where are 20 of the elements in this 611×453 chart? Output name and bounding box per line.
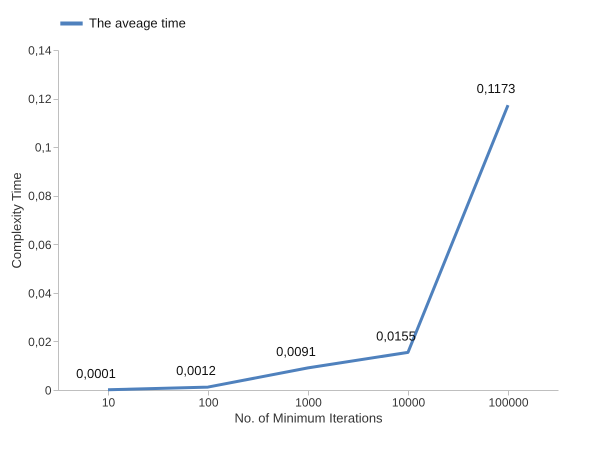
x-tick-label: 1000 xyxy=(295,396,322,410)
x-tick-label: 100000 xyxy=(488,396,529,410)
y-axis-title: Complexity Time xyxy=(9,172,24,269)
y-tick-label: 0,08 xyxy=(28,189,52,204)
data-label: 0,0001 xyxy=(76,366,116,381)
x-tick-label: 100 xyxy=(198,396,219,410)
y-tick-label: 0,06 xyxy=(28,238,52,252)
y-tick-label: 0,14 xyxy=(28,44,52,58)
y-tick-label: 0 xyxy=(44,384,52,398)
x-tick-label: 10000 xyxy=(392,396,426,410)
legend-label: The aveage time xyxy=(89,16,186,30)
y-tick-label: 0,02 xyxy=(28,334,52,349)
data-label: 0,0012 xyxy=(176,363,216,378)
x-tick-label: 10 xyxy=(102,396,116,410)
y-tick-label: 0,04 xyxy=(28,286,52,300)
y-tick-label: 0,12 xyxy=(28,92,52,106)
data-label: 0,0091 xyxy=(276,344,316,359)
x-axis-title: No. of Minimum Iterations xyxy=(234,410,384,426)
y-tick-label: 0,1 xyxy=(34,140,52,155)
data-label: 0,1173 xyxy=(476,81,516,96)
